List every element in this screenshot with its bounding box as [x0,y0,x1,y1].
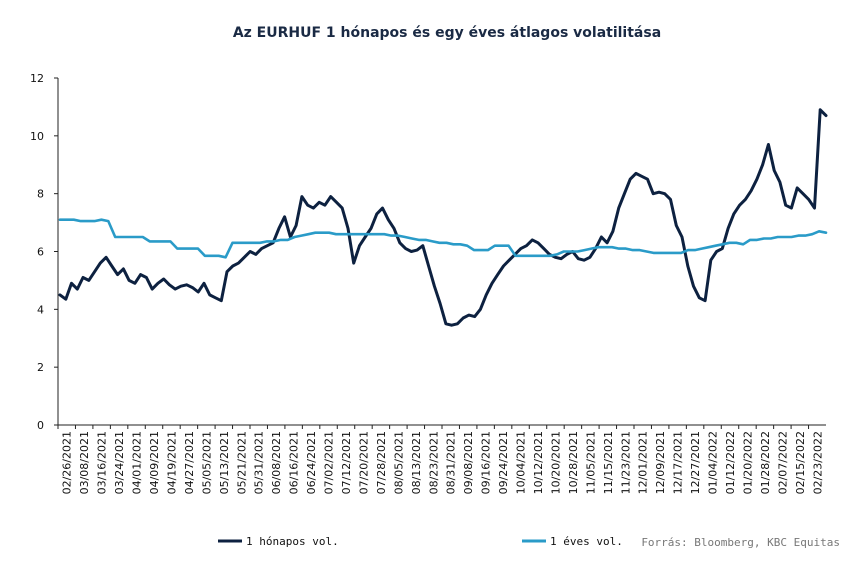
x-tick-label: 06/24/2021 [305,431,318,494]
x-tick-label: 07/20/2021 [357,431,370,494]
legend-label-monthly: 1 hónapos vol. [246,535,339,548]
x-tick-label: 04/01/2021 [131,431,144,494]
x-tick-label: 05/13/2021 [218,431,231,494]
x-tick-label: 09/16/2021 [480,431,493,494]
y-tick-label: 0 [37,419,44,432]
series-line-monthly [58,108,828,327]
legend-item-yearly: 1 éves vol. [522,535,623,548]
x-tick-label: 10/12/2021 [532,431,545,494]
source-note: Forrás: Bloomberg, KBC Equitas [641,536,840,549]
legend-label-yearly: 1 éves vol. [550,535,623,548]
x-tick-label: 10/04/2021 [515,431,528,494]
x-axis-ticks: 02/26/2021 03/08/2021 03/16/2021 03/24/2021… [57,425,824,494]
y-tick-label: 6 [37,246,44,259]
x-tick-label: 04/19/2021 [165,431,178,494]
series-layer [58,108,828,327]
x-tick-label: 12/09/2021 [654,431,667,494]
x-tick-label: 07/28/2021 [375,431,388,494]
x-tick-label: 07/12/2021 [340,431,353,494]
x-tick-label: 05/05/2021 [200,431,213,494]
x-tick-label: 01/04/2022 [707,431,720,494]
x-tick-label: 04/09/2021 [148,431,161,494]
x-tick-label: 03/16/2021 [96,431,109,494]
x-tick-label: 02/15/2022 [794,431,807,494]
y-tick-label: 4 [37,303,44,316]
x-tick-label: 11/23/2021 [619,431,632,494]
x-tick-label: 06/08/2021 [270,431,283,494]
x-tick-label: 11/05/2021 [584,431,597,494]
x-tick-label: 12/27/2021 [689,431,702,494]
x-tick-label: 01/20/2022 [741,431,754,494]
x-tick-label: 10/28/2021 [567,431,580,494]
x-tick-label: 05/21/2021 [235,431,248,494]
x-tick-label: 08/31/2021 [445,431,458,494]
x-tick-label: 08/05/2021 [392,431,405,494]
x-tick-label: 09/08/2021 [462,431,475,494]
x-tick-label: 03/08/2021 [78,431,91,494]
x-tick-label: 11/15/2021 [602,431,615,494]
x-tick-label: 08/23/2021 [427,431,440,494]
x-tick-label: 12/01/2021 [637,431,650,494]
x-tick-label: 02/26/2021 [61,431,74,494]
series-line-yearly [58,218,828,259]
x-tick-label: 01/28/2022 [759,431,772,494]
x-tick-label: 03/24/2021 [113,431,126,494]
chart-title: Az EURHUF 1 hónapos és egy éves átlagos … [233,25,661,41]
x-tick-label: 01/12/2022 [724,431,737,494]
x-tick-label: 02/23/2022 [811,431,824,494]
y-axis-ticks: 0 2 4 6 8 10 12 [30,72,58,432]
y-tick-label: 12 [30,72,44,85]
x-tick-label: 07/02/2021 [323,431,336,494]
x-tick-label: 09/24/2021 [497,431,510,494]
x-tick-label: 08/13/2021 [410,431,423,494]
x-tick-label: 02/07/2022 [776,431,789,494]
y-tick-label: 10 [30,130,44,143]
x-tick-label: 04/27/2021 [183,431,196,494]
legend: 1 hónapos vol. 1 éves vol. [218,535,623,548]
x-tick-label: 06/16/2021 [288,431,301,494]
x-tick-label: 12/17/2021 [672,431,685,494]
y-tick-label: 2 [37,361,44,374]
x-tick-label: 05/31/2021 [253,431,266,494]
x-tick-label: 10/20/2021 [549,431,562,494]
legend-item-monthly: 1 hónapos vol. [218,535,339,548]
y-tick-label: 8 [37,188,44,201]
